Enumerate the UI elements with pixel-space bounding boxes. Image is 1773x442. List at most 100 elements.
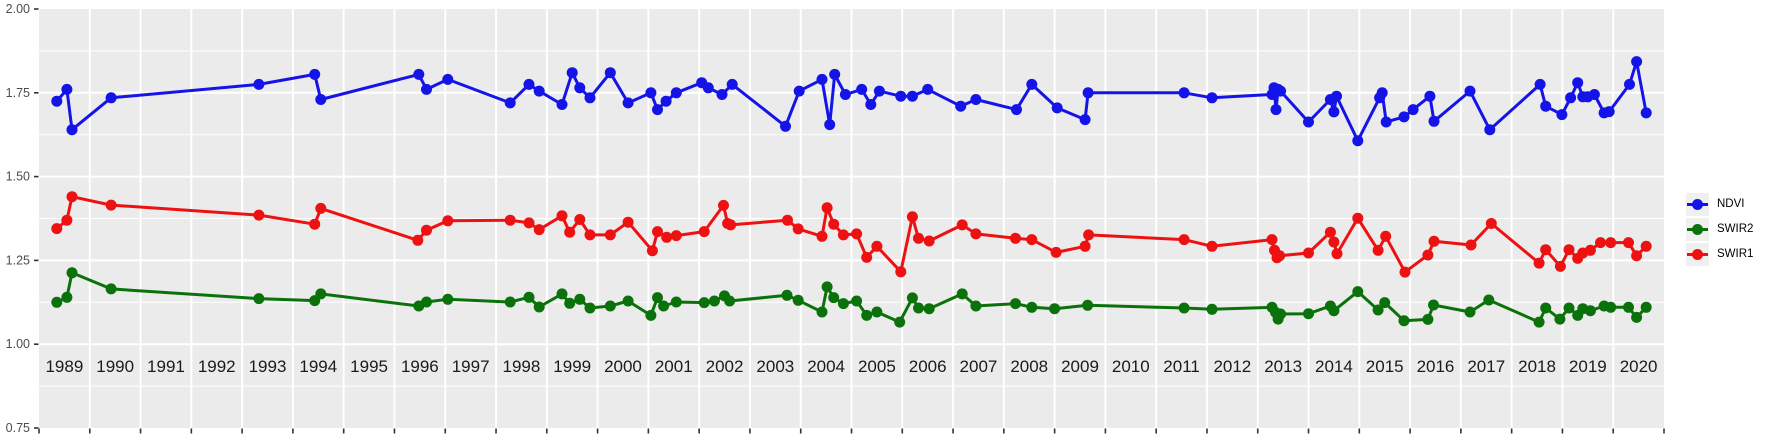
series-swir1-point (1380, 230, 1392, 242)
series-ndvi-point (780, 120, 791, 132)
series-swir2-point (421, 296, 432, 308)
series-swir1-point (1631, 250, 1643, 262)
x-axis-year-label: 2017 (1467, 357, 1505, 376)
x-axis-year-label: 2012 (1213, 357, 1251, 376)
series-swir1-point (1324, 226, 1336, 238)
series-ndvi-point (1079, 114, 1091, 126)
series-ndvi-point (1051, 102, 1063, 114)
series-swir2-point (1533, 316, 1545, 328)
series-swir2-point (556, 288, 568, 300)
series-ndvi-point (622, 97, 634, 109)
series-ndvi-point (1556, 109, 1568, 121)
x-axis-year-label: 2011 (1163, 357, 1200, 376)
series-swir2-point (923, 303, 935, 315)
series-swir1-point (574, 214, 586, 225)
x-axis-year-label: 2006 (909, 357, 947, 376)
series-ndvi-point (105, 92, 117, 104)
series-ndvi-point (1275, 85, 1287, 97)
series-ndvi-point (1376, 87, 1388, 99)
series-swir2-point (533, 301, 545, 313)
series-ndvi-point (574, 82, 586, 94)
series-swir2-point (970, 300, 982, 312)
series-swir1-point (556, 210, 568, 222)
series-swir2-point (1483, 294, 1495, 306)
x-axis-year-label: 2010 (1112, 357, 1150, 376)
legend: NDVI SWIR2 SWIR1 (1686, 192, 1753, 267)
series-swir1-point (1584, 244, 1596, 256)
x-axis-year-label: 1989 (45, 357, 83, 376)
series-ndvi-point (970, 94, 982, 105)
series-swir2-point (645, 309, 657, 321)
series-swir2 (51, 267, 1652, 328)
x-axis-year-label: 2019 (1569, 357, 1607, 376)
y-axis-labels: 2.00 1.75 1.50 1.25 1.00 0.75 (6, 2, 30, 435)
series-swir2-point (1328, 305, 1340, 317)
series-swir2-point (504, 296, 516, 308)
series-swir1-point (1178, 234, 1190, 246)
series-swir1-point (871, 240, 883, 252)
series-ndvi-point (253, 78, 265, 90)
series-ndvi-point (1011, 104, 1022, 116)
x-axis-year-label: 1996 (401, 357, 439, 376)
series-swir1-point (1328, 236, 1340, 248)
series-ndvi-point (1026, 78, 1038, 90)
series-ndvi-point (906, 90, 918, 102)
series-swir1 (51, 191, 1652, 278)
series-swir1-point (792, 223, 804, 235)
x-axis-year-label: 2001 (655, 357, 693, 376)
series-ndvi-point (1540, 100, 1552, 112)
series-ndvi-point (1640, 107, 1652, 119)
series-swir1-point (1331, 248, 1343, 260)
series-ndvi-point (51, 95, 63, 107)
x-axis-year-label: 2007 (960, 357, 998, 376)
series-swir1-point (1605, 237, 1617, 249)
series-swir2-point (1010, 298, 1021, 310)
series-swir1-point (1372, 244, 1384, 256)
series-swir2-point (1303, 308, 1314, 320)
series-ndvi-point (556, 99, 568, 110)
series-swir2-point (1631, 311, 1643, 323)
series-swir2-point (66, 267, 78, 279)
series-swir2-point (956, 288, 968, 300)
series-swir2-point (1082, 299, 1094, 311)
x-axis-year-label: 1993 (249, 357, 287, 376)
series-swir1-point (956, 219, 968, 231)
x-axis-year-label: 2002 (706, 357, 744, 376)
series-ndvi-point (566, 67, 578, 79)
series-ndvi-point (660, 95, 672, 107)
series-ndvi-point (1624, 78, 1635, 90)
series-ndvi-point (1380, 116, 1392, 128)
series-swir1-point (670, 230, 682, 242)
series-swir2-point (584, 302, 596, 314)
series-ndvi-point (1206, 92, 1218, 104)
series-swir1-point (1563, 244, 1575, 256)
series-swir1-point (523, 217, 535, 229)
series-swir1-point (913, 232, 924, 244)
legend-item-swir1: SWIR1 (1686, 243, 1753, 266)
series-swir2-point (1540, 302, 1552, 314)
series-swir1-point (1303, 247, 1314, 259)
series-swir1-point (1640, 240, 1652, 252)
series-swir2-point (724, 295, 736, 307)
x-axis-year-label: 1991 (147, 357, 185, 376)
series-swir2-point (837, 298, 849, 310)
series-swir2-point (61, 291, 73, 303)
series-swir2-point (906, 292, 918, 304)
series-ndvi-point (824, 119, 836, 131)
x-axis-year-label: 2003 (756, 357, 794, 376)
series-ndvi-point (873, 85, 885, 97)
series-swir1-point (315, 202, 327, 214)
series-swir2-point (1398, 315, 1410, 327)
series-ndvi-point (955, 100, 967, 112)
series-swir2-point (1605, 301, 1617, 313)
series-swir1-point (622, 216, 634, 228)
x-axis-year-label: 2000 (604, 357, 642, 376)
series-swir1-point (906, 211, 918, 223)
series-swir1-point (1540, 244, 1552, 256)
series-ndvi-point (816, 73, 828, 85)
series-swir2-point (781, 289, 793, 301)
series-swir2-point (1206, 303, 1218, 315)
y-axis-label: 0.75 (6, 421, 30, 435)
series-swir2-point (821, 281, 833, 293)
